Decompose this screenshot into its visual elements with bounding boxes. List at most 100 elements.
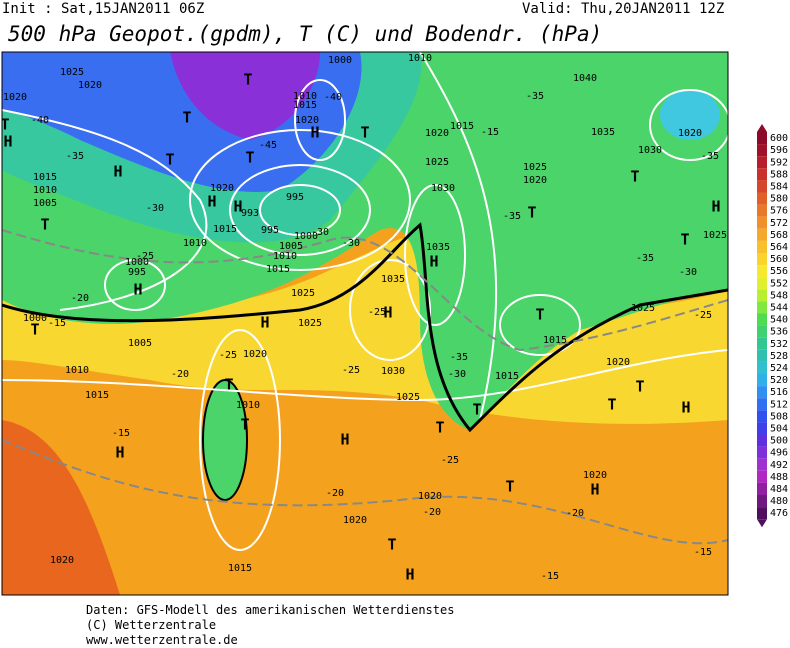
colorbar-band [757,507,767,520]
colorbar-label: 540 [770,315,788,326]
isoline-label: 1020 [78,80,102,91]
isoline-label: 1010 [408,53,432,64]
pressure-center: T [240,416,249,434]
pressure-center: H [3,133,12,151]
isoline-label: 1015 [450,121,474,132]
colorbar-band [757,313,767,326]
pressure-center: T [243,71,252,89]
colorbar-label: 480 [770,496,788,507]
pressure-center: T [680,231,689,249]
cold-pool [202,379,248,501]
footer-line: www.wetterzentrale.de [86,633,238,647]
colorbar-label: 568 [770,230,788,241]
isoline-label: 1000 [328,55,352,66]
isoline-label: 1020 [418,491,442,502]
isoline-label: 1015 [543,335,567,346]
pressure-center: H [711,198,720,216]
pressure-center: H [207,193,216,211]
colorbar-band [757,253,767,266]
isoline-label: -20 [326,488,344,499]
isoline-label: 1035 [381,274,405,285]
isoline-label: 1015 [228,563,252,574]
colorbar-label: 512 [770,399,788,410]
isoline-label: -30 [342,238,360,249]
colorbar-label: 504 [770,423,788,434]
isoline-label: -30 [679,267,697,278]
isoline-label: 1025 [396,392,420,403]
pressure-center: H [113,163,122,181]
pressure-center: T [535,306,544,324]
colorbar-band [757,168,767,181]
isoline-label: 1015 [293,100,317,111]
pressure-center: H [429,253,438,271]
colorbar-label: 572 [770,218,788,229]
colorbar-band [757,398,767,411]
isoline-label: 1025 [523,162,547,173]
colorbar-label: 576 [770,206,788,217]
colorbar-label: 596 [770,145,788,156]
isoline-label: 1020 [583,470,607,481]
colorbar-label: 516 [770,387,788,398]
isoline-label: 1010 [236,400,260,411]
isoline-label: 1020 [210,183,234,194]
isoline-label: -20 [71,293,89,304]
colorbar-band [757,482,767,495]
isoline-label: 1025 [298,318,322,329]
pressure-center: T [630,168,639,186]
isoline-label: 1030 [381,366,405,377]
isoline-label: -30 [311,227,329,238]
colorbar-band [757,204,767,217]
colorbar-band [757,470,767,483]
colorbar-band [757,132,767,145]
colorbar-label: 552 [770,278,788,289]
isoline-label: -20 [566,508,584,519]
pressure-center: H [133,281,142,299]
isoline-label: 1020 [243,349,267,360]
isoline-label: -15 [112,428,130,439]
footer-line: (C) Wetterzentrale [86,618,216,632]
mild-area [2,237,728,424]
isoline-label: 1010 [183,238,207,249]
isoline-label: 1005 [33,198,57,209]
isoline-label: -20 [171,369,189,380]
coldest-area [170,52,320,140]
pressure-center: T [30,321,39,339]
isoline-label: -40 [31,115,49,126]
colorbar-label: 508 [770,411,788,422]
pressure-center: H [115,444,124,462]
isoline-label: -25 [441,455,459,466]
isoline-label: 1015 [85,390,109,401]
isoline-label: 1030 [431,183,455,194]
pressure-center: H [590,481,599,499]
isoline-label: 1020 [3,92,27,103]
colorbar-band [757,277,767,290]
colorbar-band [757,144,767,157]
colorbar-label: 592 [770,157,788,168]
isoline-label: 1020 [343,515,367,526]
colorbar-label: 524 [770,363,788,374]
colorbar-label: 564 [770,242,788,253]
isoline-label: 1020 [425,128,449,139]
title: 500 hPa Geopot.(gpdm), T (C) und Bodendr… [8,22,602,46]
isoline-label: 1020 [678,128,702,139]
colorbar-label: 492 [770,460,788,471]
isoline-label: -30 [448,369,466,380]
isoline-label: 1020 [523,175,547,186]
colorbar-label: 496 [770,448,788,459]
colorbar-band [757,289,767,302]
colorbar-band [757,325,767,338]
colorbar-label: 580 [770,194,788,205]
warm-area [2,420,120,595]
colorbar-arrow [757,519,767,528]
isoline-label: 1005 [128,338,152,349]
isoline-label: -40 [324,92,342,103]
map-frame [1,51,729,596]
temperature-isolines [2,229,728,545]
isoline-label: -35 [450,352,468,363]
pressure-center: T [224,376,233,394]
pressure-center: H [233,198,242,216]
colorbar-band [757,240,767,253]
footer-line: Daten: GFS-Modell des amerikanischen Wet… [86,603,454,617]
colorbar-label: 500 [770,436,788,447]
